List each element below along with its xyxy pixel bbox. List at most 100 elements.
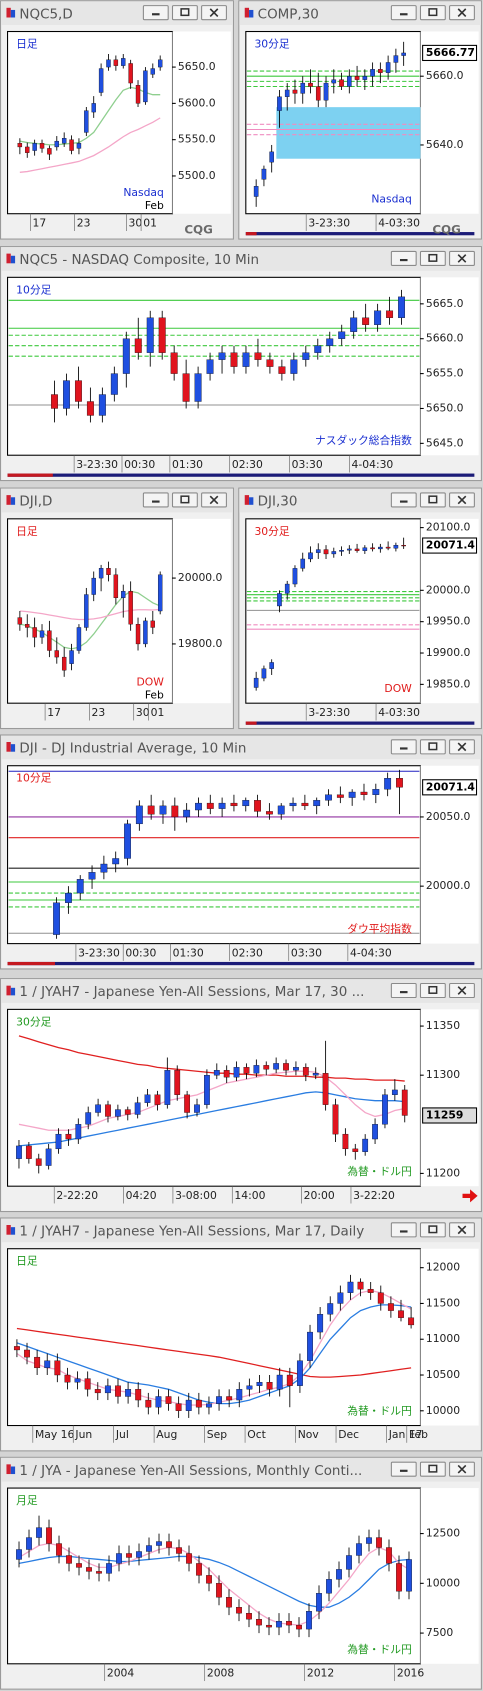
candle-body: [226, 1597, 232, 1608]
chart-window: COMP,30 5640.0 5660.0 5666.77 3-23:30 4-03:30…: [238, 0, 482, 240]
candle-body: [74, 380, 82, 402]
y-tick-label: 10500: [426, 1368, 460, 1381]
candle-body: [283, 1063, 289, 1071]
candle-body: [65, 1133, 72, 1140]
candle-body: [121, 591, 126, 599]
candle-body: [386, 1547, 392, 1564]
candle-body: [56, 1543, 62, 1556]
candle-body: [360, 791, 368, 795]
y-tick-label: 7500: [426, 1626, 454, 1639]
candle-body: [269, 151, 274, 163]
minimize-button[interactable]: [142, 5, 169, 21]
minimize-button[interactable]: [390, 1222, 417, 1238]
candle-body: [266, 1382, 273, 1390]
candle-body: [347, 548, 352, 551]
minimize-button[interactable]: [390, 982, 417, 999]
restore-button[interactable]: [419, 1461, 446, 1477]
minimize-button[interactable]: [390, 492, 417, 508]
candle-body: [372, 1124, 378, 1140]
title-icon: [10, 744, 16, 752]
moving-average: [19, 117, 161, 173]
candle-body: [75, 1124, 82, 1140]
candle-body: [367, 1288, 374, 1293]
minimize-button[interactable]: [390, 5, 417, 21]
instrument-label: 為替・ドル円: [347, 1165, 412, 1178]
candle-body: [100, 863, 108, 873]
candle-body: [261, 668, 267, 679]
restore-button[interactable]: [419, 982, 446, 999]
candle-body: [326, 338, 334, 346]
candle-body: [243, 1067, 250, 1074]
restore-button[interactable]: [419, 250, 446, 267]
y-tick-label: 5650.0: [426, 401, 464, 414]
restore-button[interactable]: [419, 1222, 446, 1238]
y-tick-label: 19900.0: [426, 646, 471, 659]
chart-window: DJI,30 19850.0 19900.0 19950.0 20000.0 20100.…: [238, 487, 482, 730]
candle-body: [174, 1070, 181, 1095]
x-tick-label: 01:30: [172, 458, 203, 471]
minimize-button[interactable]: [390, 1461, 417, 1477]
y-tick-label: 10000: [426, 1576, 460, 1589]
candle-body: [332, 1104, 339, 1135]
session-strip: [245, 232, 257, 236]
minimize-button[interactable]: [390, 739, 417, 755]
candle-body: [289, 802, 297, 807]
button-glyph: [399, 991, 408, 994]
period-label: 30分足: [254, 37, 289, 50]
restore-button[interactable]: [419, 492, 446, 508]
candle-body: [55, 1133, 62, 1150]
candle-body: [206, 1575, 212, 1584]
x-tick-label: 3-08:00: [175, 1189, 217, 1202]
candle-body: [106, 1563, 112, 1574]
window-title: DJI,30: [258, 494, 298, 510]
candle-body: [393, 55, 399, 63]
restore-button[interactable]: [419, 5, 446, 21]
y-tick-label: 20000.0: [426, 583, 471, 596]
candle-body: [126, 1553, 132, 1558]
candle-body: [266, 1624, 272, 1628]
minimize-button[interactable]: [142, 492, 169, 508]
button-glyph: [457, 1225, 467, 1235]
y-tick-label: 20000.0: [178, 571, 223, 584]
restore-button[interactable]: [419, 739, 446, 755]
candle-body: [307, 1331, 313, 1361]
restore-button[interactable]: [171, 492, 198, 508]
button-glyph: [152, 13, 160, 16]
x-tick-label: Feb: [409, 1428, 428, 1441]
candle-body: [284, 89, 290, 97]
y-tick-label: 11350: [426, 1019, 460, 1032]
candle-body: [76, 879, 84, 894]
restore-button[interactable]: [171, 5, 198, 21]
candle-body: [290, 359, 298, 374]
x-tick-label: 4-04:30: [352, 458, 394, 471]
candle-body: [322, 1073, 329, 1105]
logo: CQG: [432, 222, 460, 236]
last-price-box: [422, 44, 478, 62]
candle-body: [95, 1104, 101, 1113]
candle-body: [273, 1063, 280, 1070]
candle-body: [317, 1314, 324, 1333]
button-glyph: [428, 985, 438, 994]
candle-body: [308, 552, 313, 560]
candle-body: [216, 1583, 222, 1598]
candle-body: [218, 352, 226, 360]
period-label: 日足: [16, 37, 38, 50]
minimize-button[interactable]: [390, 250, 417, 267]
candle-body: [94, 1389, 101, 1394]
candle-body: [246, 1613, 252, 1620]
candle-body: [401, 545, 406, 547]
x-tick-label: 30: [128, 216, 142, 229]
scroll-arrow[interactable]: [462, 1189, 478, 1203]
x-tick-label: 14:00: [234, 1189, 265, 1202]
y-tick-label: 19950.0: [426, 615, 471, 628]
plot-area: [7, 1248, 422, 1427]
candle-body: [154, 1094, 161, 1105]
x-tick-label: 2016: [397, 1667, 425, 1680]
window-title: 1 / JYAH7 - Japanese Yen-All Sessions, M…: [19, 1223, 364, 1239]
candle-body: [112, 858, 120, 865]
candle-body: [86, 1567, 92, 1572]
chart-window: 1 / JYAH7 - Japanese Yen-All Sessions, M…: [0, 978, 482, 1213]
x-tick-label: Nov: [298, 1428, 320, 1441]
x-tick-label: Oct: [247, 1428, 266, 1441]
